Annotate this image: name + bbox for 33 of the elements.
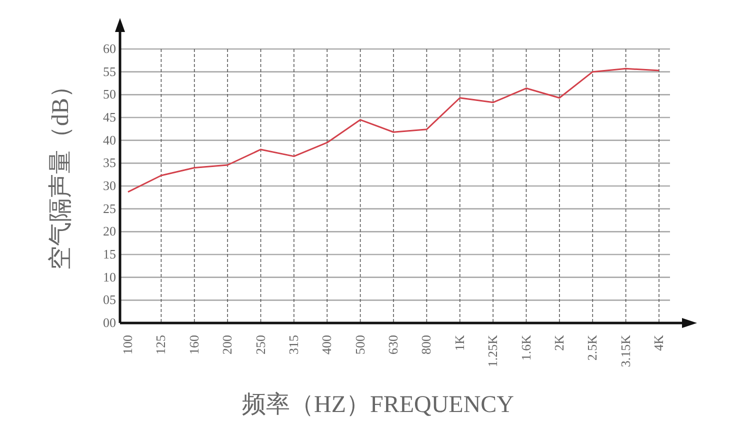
x-tick-label: 630 xyxy=(386,335,400,354)
y-tick-label: 40 xyxy=(103,132,116,148)
x-tick-label: 315 xyxy=(286,335,301,354)
x-tick-label: 200 xyxy=(220,335,235,354)
line-series xyxy=(127,68,660,193)
x-axis-title: 频率（HZ）FREQUENCY xyxy=(242,391,514,418)
x-tick-label: 3.15K xyxy=(618,334,633,368)
y-tick-label: 00 xyxy=(103,315,116,330)
x-tick-label: 2.5K xyxy=(584,334,600,361)
x-tick-label: 125 xyxy=(153,335,168,354)
x-tick-label: 160 xyxy=(186,335,202,354)
y-tick-label: 10 xyxy=(103,269,116,284)
x-tick-label: 250 xyxy=(252,335,268,354)
x-tick-label: 400 xyxy=(319,335,334,354)
y-axis-title: 空气隔声量（dB） xyxy=(47,74,74,270)
x-tick-label: 1.6K xyxy=(518,334,534,361)
x-tick-label: 1K xyxy=(452,334,467,351)
y-tick-label: 20 xyxy=(103,224,116,239)
y-tick-label: 55 xyxy=(103,64,116,79)
y-tick-label: 45 xyxy=(103,110,116,124)
y-tick-label: 60 xyxy=(103,41,116,56)
y-tick-label: 50 xyxy=(103,86,116,102)
y-tick-label: 30 xyxy=(103,178,116,193)
x-tick-label: 2K xyxy=(551,334,566,351)
x-tick-label: 800 xyxy=(418,335,434,354)
x-tick-label: 4K xyxy=(651,334,666,351)
y-tick-label: 25 xyxy=(103,200,116,216)
y-tick-label: 05 xyxy=(103,292,116,308)
x-tick-label: 500 xyxy=(352,335,368,354)
x-tick-label: 100 xyxy=(120,335,135,354)
x-tick-label: 1.25K xyxy=(485,334,500,368)
y-tick-label: 35 xyxy=(103,155,116,170)
y-tick-label: 15 xyxy=(103,246,116,262)
